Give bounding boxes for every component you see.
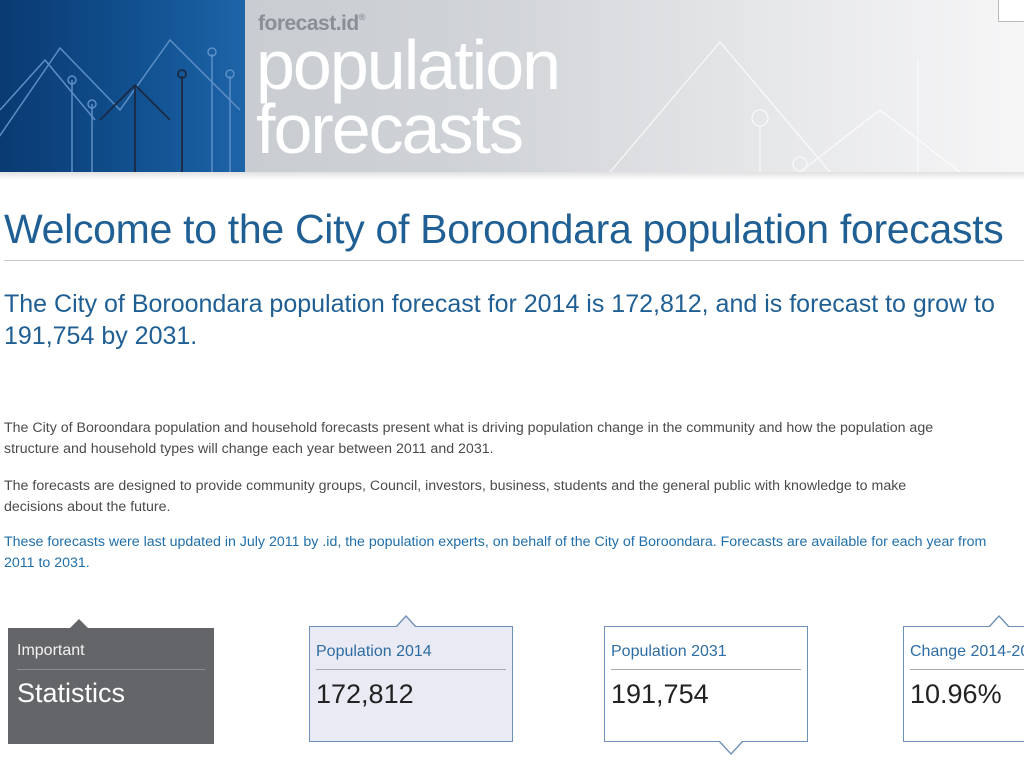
important-statistics-card: Important Statistics [8,619,214,744]
card-notch [70,619,88,628]
update-paragraph[interactable]: These forecasts were last updated in Jul… [4,532,1024,574]
card-divider [910,669,1024,670]
card-notch-fill [989,617,1009,628]
card-label: Population 2014 [316,643,432,660]
intro-paragraph: The City of Boroondara population and ho… [4,418,1024,460]
change-card[interactable]: Change 2014-2031 10.96% [903,615,1024,742]
card-label: Change 2014-2031 [910,643,1024,660]
banner-line-art [0,38,961,172]
purpose-line-1: The forecasts are designed to provide co… [4,478,907,494]
banner-shadow [0,172,1024,180]
page-title: Welcome to the City of Boroondara popula… [4,206,1004,252]
population-2031-card[interactable]: Population 2031 191,754 [604,626,808,755]
intro-line-2: structure and household types will chang… [4,441,494,457]
card-divider [17,669,205,670]
card-value: 10.96% [910,679,1002,709]
title-divider [4,260,1024,261]
banner-blue-panel [0,0,245,172]
brand-logo[interactable]: forecast.id® [258,12,365,35]
card-value: 191,754 [611,679,709,709]
search-box[interactable] [998,0,1024,22]
page-subtitle: The City of Boroondara population foreca… [4,290,995,350]
card-divider [611,669,801,670]
update-line-2[interactable]: 2011 to 2031. [4,555,90,571]
purpose-paragraph: The forecasts are designed to provide co… [4,476,1024,518]
banner-title-line2: forecasts [256,90,524,168]
card-divider [316,669,506,670]
card-notch-fill [396,617,416,628]
population-2014-card[interactable]: Population 2014 172,812 [309,615,513,742]
card-value: Statistics [17,678,126,708]
purpose-line-2: decisions about the future. [4,499,171,515]
card-notch-fill [720,741,742,753]
header-banner: forecast.id® population forecasts [0,0,1024,172]
card-label: Important [17,642,85,659]
card-label: Population 2031 [611,643,727,660]
intro-line-1: The City of Boroondara population and ho… [4,420,934,436]
update-line-1[interactable]: These forecasts were last updated in Jul… [4,534,987,550]
card-value: 172,812 [316,679,414,709]
banner-title-line1: population [256,26,561,104]
